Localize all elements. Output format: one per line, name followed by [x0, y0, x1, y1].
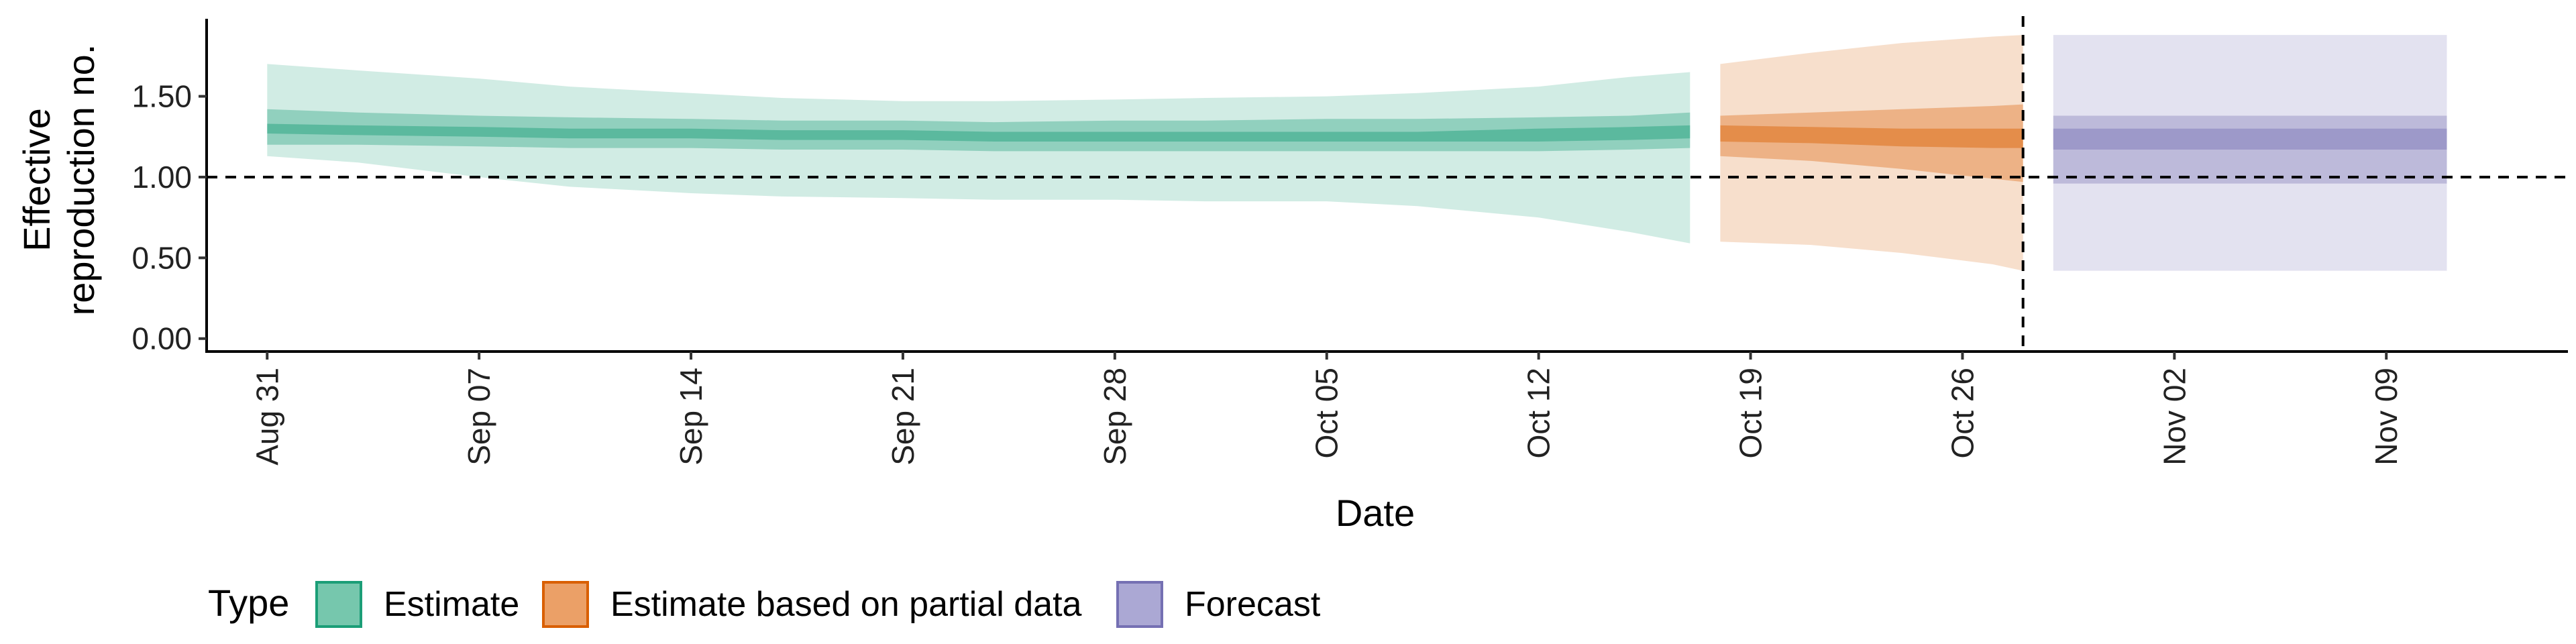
legend-label-forecast: Forecast: [1185, 585, 1321, 624]
legend-key-estimate: [315, 581, 362, 628]
legend-key-forecast: [1116, 581, 1163, 628]
x-tick-label: Nov 09: [2369, 368, 2404, 466]
legend-title: Type: [208, 582, 289, 624]
legend-label-partial: Estimate based on partial data: [610, 585, 1082, 624]
y-tick-label: 1.50: [131, 79, 192, 114]
legend-key-partial: [542, 581, 589, 628]
band-estimate-based-on-partial-data-90: [1720, 35, 2023, 271]
legend: Type Estimate Estimate based on partial …: [208, 581, 1321, 628]
band-forecast-90: [2053, 35, 2447, 271]
x-tick-label: Oct 19: [1733, 368, 1768, 459]
x-tick-label: Oct 12: [1521, 368, 1556, 459]
y-tick-label: 0.50: [131, 240, 192, 275]
x-axis-ticks: Aug 31 Sep 07 Sep 14 Sep 21 Sep 28 Oct 05 Oct …: [250, 352, 2404, 466]
x-tick-label: Sep 07: [462, 368, 496, 466]
band-estimate-50: [267, 109, 1690, 152]
band-estimate-based-on-partial-data-20: [1720, 125, 2023, 148]
y-axis-title-line-2: reproduction no.: [60, 44, 102, 316]
band-forecast-20: [2053, 128, 2447, 150]
ribbon-bands: [267, 35, 2447, 271]
x-tick-label: Oct 05: [1309, 368, 1344, 459]
band-estimate-based-on-partial-data-50: [1720, 104, 2023, 182]
legend-label-estimate: Estimate: [384, 585, 519, 624]
x-tick-label: Sep 21: [885, 368, 920, 466]
y-axis-ticks: 0.00 0.50 1.00 1.50: [131, 79, 207, 356]
x-axis-title: Date: [1336, 492, 1415, 534]
x-tick-label: Oct 26: [1945, 368, 1980, 459]
y-tick-label: 1.00: [131, 160, 192, 195]
x-tick-label: Aug 31: [250, 368, 284, 466]
x-tick-label: Sep 28: [1097, 368, 1132, 466]
x-tick-label: Sep 14: [674, 368, 708, 466]
y-axis-title-line-1: Effective: [15, 108, 58, 252]
band-estimate-20: [267, 123, 1690, 142]
band-forecast-50: [2053, 115, 2447, 184]
y-tick-label: 0.00: [131, 321, 192, 356]
band-estimate-90: [267, 64, 1690, 244]
x-tick-label: Nov 02: [2157, 368, 2192, 466]
